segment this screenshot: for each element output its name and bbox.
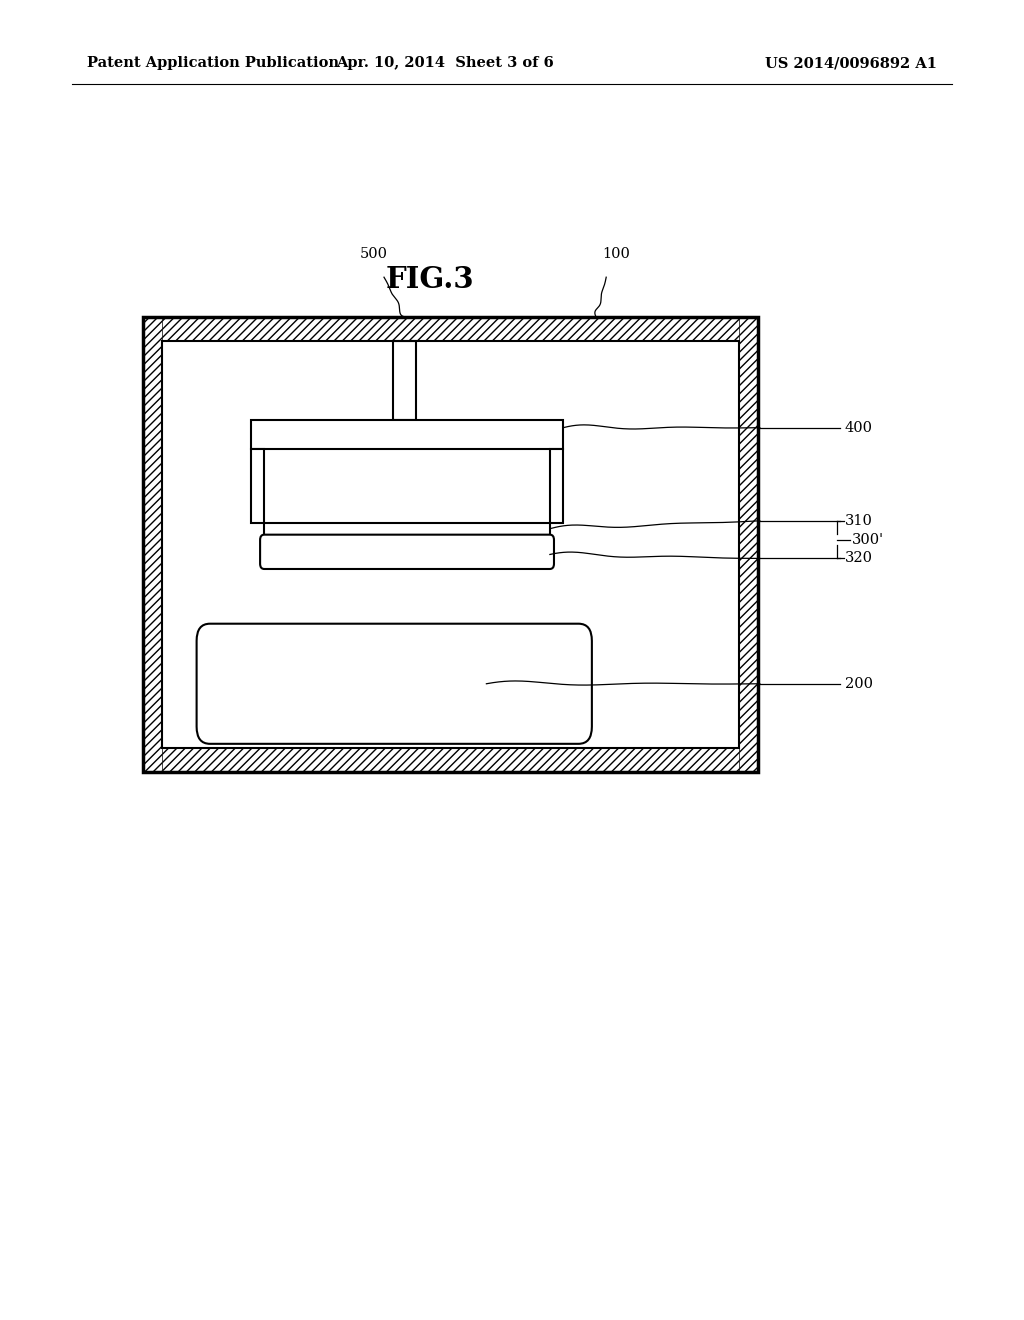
Bar (143, 748, 758, 772)
Text: US 2014/0096892 A1: US 2014/0096892 A1 (765, 57, 937, 70)
Text: Apr. 10, 2014  Sheet 3 of 6: Apr. 10, 2014 Sheet 3 of 6 (337, 57, 554, 70)
Bar (550, 449, 563, 523)
Text: 320: 320 (845, 552, 872, 565)
Text: Patent Application Publication: Patent Application Publication (87, 57, 339, 70)
Bar (162, 341, 739, 748)
Text: 400: 400 (845, 421, 872, 434)
Bar (143, 317, 758, 341)
FancyBboxPatch shape (260, 535, 554, 569)
Text: 100: 100 (602, 247, 631, 261)
Bar (143, 317, 758, 772)
Bar (264, 523, 550, 540)
Text: 310: 310 (845, 513, 872, 528)
Bar (251, 420, 563, 449)
Text: 300': 300' (852, 532, 884, 546)
FancyBboxPatch shape (197, 624, 592, 744)
Text: FIG.3: FIG.3 (386, 265, 474, 294)
Text: 200: 200 (845, 677, 872, 690)
Bar (143, 317, 758, 772)
Bar (162, 341, 739, 748)
Bar (393, 341, 416, 420)
Bar (143, 317, 162, 772)
Bar (739, 317, 758, 772)
Text: 500: 500 (359, 247, 388, 261)
Bar (251, 449, 264, 523)
